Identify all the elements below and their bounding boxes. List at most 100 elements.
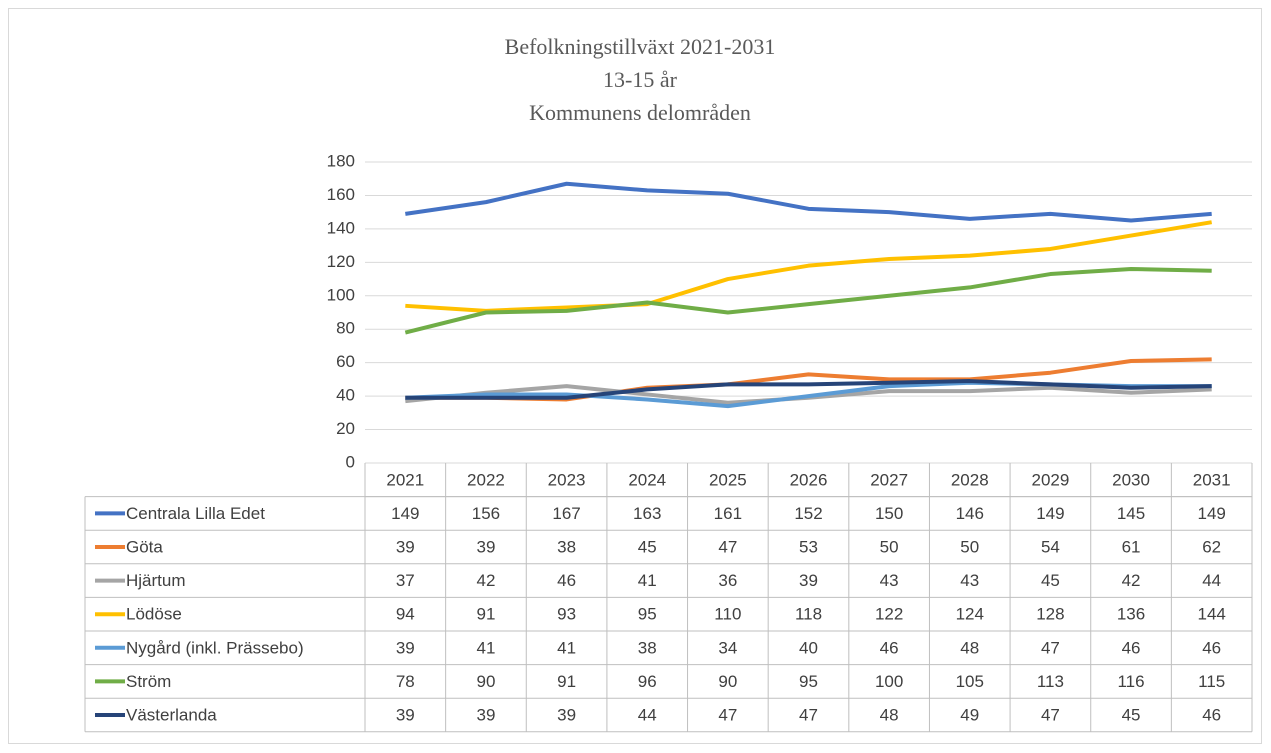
x-tick-label: 2024 xyxy=(628,470,666,489)
table-cell: 48 xyxy=(960,638,979,657)
table-cell: 46 xyxy=(1122,638,1141,657)
y-tick-label: 120 xyxy=(327,252,355,271)
table-cell: 145 xyxy=(1117,504,1145,523)
legend-label: Centrala Lilla Edet xyxy=(126,504,265,523)
table-cell: 161 xyxy=(714,504,742,523)
table-cell: 95 xyxy=(799,672,818,691)
table-cell: 156 xyxy=(472,504,500,523)
table-cell: 45 xyxy=(638,537,657,556)
x-tick-label: 2027 xyxy=(870,470,908,489)
x-tick-label: 2029 xyxy=(1031,470,1069,489)
x-tick-label: 2023 xyxy=(548,470,586,489)
y-tick-label: 60 xyxy=(336,352,355,371)
table-cell: 48 xyxy=(880,705,899,724)
table-cell: 149 xyxy=(1197,504,1225,523)
table-cell: 113 xyxy=(1037,672,1064,691)
y-tick-label: 20 xyxy=(336,419,355,438)
table-cell: 39 xyxy=(476,537,495,556)
y-tick-label: 160 xyxy=(327,185,355,204)
table-cell: 78 xyxy=(396,672,415,691)
table-cell: 116 xyxy=(1117,672,1144,691)
y-tick-label: 140 xyxy=(327,218,355,237)
chart-frame xyxy=(8,8,1262,744)
series-line xyxy=(405,220,1213,313)
table-cell: 152 xyxy=(794,504,822,523)
table-cell: 36 xyxy=(718,571,737,590)
table-cell: 50 xyxy=(960,537,979,556)
legend-label: Lödöse xyxy=(126,605,182,624)
table-cell: 46 xyxy=(1202,638,1221,657)
table-cell: 42 xyxy=(476,571,495,590)
table-cell: 47 xyxy=(1041,705,1060,724)
legend-label: Ström xyxy=(126,672,171,691)
table-cell: 146 xyxy=(956,504,984,523)
legend-label: Hjärtum xyxy=(126,571,186,590)
table-cell: 47 xyxy=(1041,638,1060,657)
table-cell: 39 xyxy=(396,537,415,556)
table-cell: 42 xyxy=(1122,571,1141,590)
table-cell: 44 xyxy=(638,705,657,724)
table-cell: 47 xyxy=(799,705,818,724)
table-cell: 167 xyxy=(552,504,580,523)
table-cell: 41 xyxy=(638,571,657,590)
y-tick-label: 100 xyxy=(327,285,355,304)
table-cell: 149 xyxy=(1036,504,1064,523)
table-cell: 105 xyxy=(956,672,984,691)
x-tick-label: 2030 xyxy=(1112,470,1150,489)
table-cell: 163 xyxy=(633,504,661,523)
y-tick-label: 180 xyxy=(327,151,355,170)
table-cell: 41 xyxy=(476,638,495,657)
series-line xyxy=(405,379,1212,400)
x-tick-label: 2028 xyxy=(951,470,989,489)
y-tick-label: 40 xyxy=(336,386,355,405)
x-tick-label: 2021 xyxy=(386,470,424,489)
x-tick-label: 2022 xyxy=(467,470,505,489)
legend-label: Göta xyxy=(126,537,163,556)
table-cell: 54 xyxy=(1041,537,1060,556)
table-cell: 122 xyxy=(875,605,903,624)
legend-label: Nygård (inkl. Prässebo) xyxy=(126,638,304,657)
table-cell: 50 xyxy=(880,537,899,556)
table-cell: 128 xyxy=(1036,605,1064,624)
table-cell: 39 xyxy=(476,705,495,724)
table-cell: 39 xyxy=(396,638,415,657)
y-tick-label: 80 xyxy=(336,319,355,338)
table-cell: 39 xyxy=(799,571,818,590)
table-cell: 150 xyxy=(875,504,903,523)
table-cell: 94 xyxy=(396,605,415,624)
table-cell: 38 xyxy=(557,537,576,556)
table-cell: 41 xyxy=(557,638,576,657)
table-cell: 47 xyxy=(718,537,737,556)
table-cell: 45 xyxy=(1041,571,1060,590)
x-tick-label: 2026 xyxy=(790,470,828,489)
table-cell: 61 xyxy=(1122,537,1141,556)
table-cell: 49 xyxy=(960,705,979,724)
table-cell: 39 xyxy=(396,705,415,724)
table-cell: 118 xyxy=(795,605,822,624)
table-cell: 62 xyxy=(1202,537,1221,556)
table-cell: 95 xyxy=(638,605,657,624)
table-cell: 110 xyxy=(714,605,741,624)
series-line xyxy=(404,267,1212,335)
table-cell: 91 xyxy=(476,605,495,624)
table-cell: 149 xyxy=(391,504,419,523)
table-cell: 44 xyxy=(1202,571,1221,590)
table-cell: 43 xyxy=(960,571,979,590)
table-cell: 136 xyxy=(1117,605,1145,624)
table-cell: 46 xyxy=(880,638,899,657)
table-cell: 38 xyxy=(638,638,657,657)
x-tick-label: 2031 xyxy=(1193,470,1231,489)
table-cell: 45 xyxy=(1122,705,1141,724)
table-cell: 47 xyxy=(718,705,737,724)
table-cell: 40 xyxy=(799,638,818,657)
table-cell: 144 xyxy=(1197,605,1225,624)
table-cell: 53 xyxy=(799,537,818,556)
x-tick-label: 2025 xyxy=(709,470,747,489)
table-cell: 100 xyxy=(875,672,903,691)
table-cell: 90 xyxy=(476,672,495,691)
table-cell: 93 xyxy=(557,605,576,624)
chart-title: Befolkningstillväxt 2021-2031 13-15 år K… xyxy=(504,34,776,125)
table-cell: 46 xyxy=(557,571,576,590)
